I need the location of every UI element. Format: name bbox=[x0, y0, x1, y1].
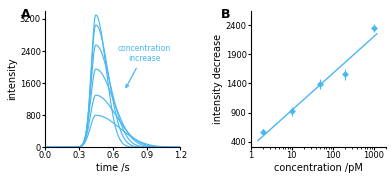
Text: B: B bbox=[221, 8, 230, 21]
X-axis label: time /s: time /s bbox=[96, 163, 130, 173]
Y-axis label: intensity decrease: intensity decrease bbox=[213, 34, 223, 124]
X-axis label: concentration /pM: concentration /pM bbox=[274, 163, 363, 173]
Text: concentration
increase: concentration increase bbox=[118, 44, 171, 87]
Y-axis label: intensity: intensity bbox=[7, 58, 17, 100]
Text: A: A bbox=[21, 8, 30, 21]
